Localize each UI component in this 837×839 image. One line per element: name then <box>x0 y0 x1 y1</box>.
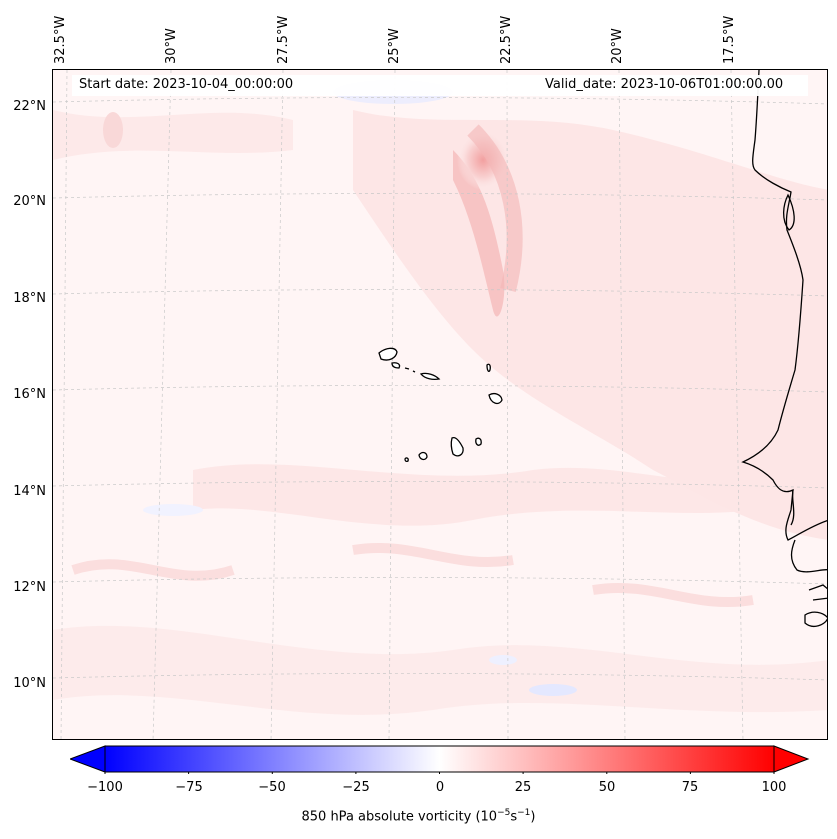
valid-date-label: Valid_date: 2023-10-06T01:00:00.00 <box>545 77 784 92</box>
colorbar-tick-50: 50 <box>598 780 616 795</box>
lat-label-12n: 12°N <box>13 580 46 595</box>
lon-label-32-5w: 32.5°W <box>53 15 68 64</box>
colorbar-tick-m50: −50 <box>258 780 286 795</box>
colorbar-tick-75: 75 <box>681 780 699 795</box>
colorbar-max-extend <box>773 745 810 773</box>
colorbar-tick-25: 25 <box>514 780 532 795</box>
colorbar-tick-m25: −25 <box>342 780 370 795</box>
lat-label-14n: 14°N <box>13 484 46 499</box>
start-date-label: Start date: 2023-10-04_00:00:00 <box>79 77 294 92</box>
info-bar <box>72 75 808 96</box>
colorbar <box>70 745 810 774</box>
lon-label-22-5w: 22.5°W <box>499 15 514 64</box>
coastline <box>741 70 827 627</box>
colorbar-label: 850 hPa absolute vorticity (10−5s−1) <box>301 808 536 825</box>
colorbar-gradient <box>104 745 775 773</box>
vorticity-field <box>53 70 827 739</box>
lon-label-27-5w: 27.5°W <box>276 15 291 64</box>
colorbar-tick-m75: −75 <box>175 780 203 795</box>
lon-label-20w: 20°W <box>610 28 625 64</box>
colorbar-tick-m100: −100 <box>87 780 123 795</box>
lon-label-25w: 25°W <box>387 28 402 64</box>
cape-verde-islands <box>378 347 503 463</box>
lat-label-16n: 16°N <box>13 387 46 402</box>
lat-label-22n: 22°N <box>13 99 46 114</box>
colorbar-tick-0: 0 <box>435 780 445 795</box>
lon-label-17-5w: 17.5°W <box>722 15 737 64</box>
lat-label-10n: 10°N <box>13 676 46 691</box>
lon-label-30w: 30°W <box>164 28 179 64</box>
gridlines <box>53 70 827 739</box>
map-canvas <box>53 70 827 739</box>
lat-label-18n: 18°N <box>13 291 46 306</box>
colorbar-tick-100: 100 <box>761 780 787 795</box>
lat-label-20n: 20°N <box>13 194 46 209</box>
vorticity-map <box>52 69 828 740</box>
colorbar-min-extend <box>70 745 106 773</box>
